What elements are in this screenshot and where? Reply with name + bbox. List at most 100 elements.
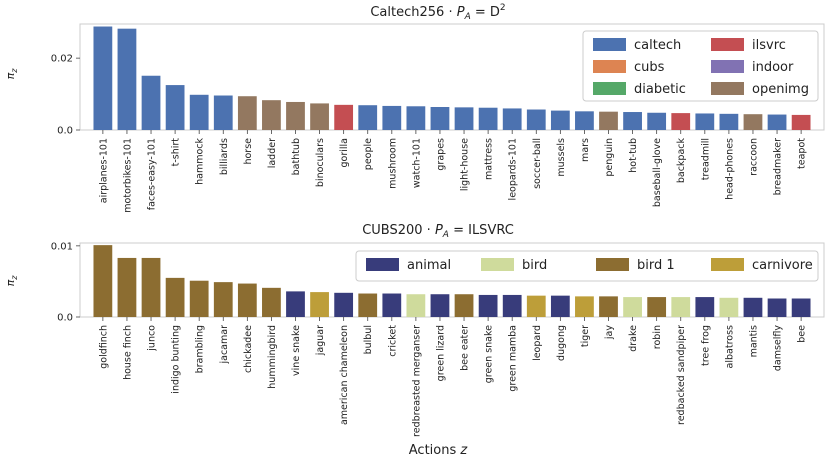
x-tick-label: robin: [652, 325, 663, 349]
bar: [599, 296, 618, 317]
bar: [526, 109, 546, 130]
y-tick-label: 0.0: [57, 313, 73, 324]
bar: [141, 75, 161, 130]
legend-label: animal: [407, 258, 451, 273]
x-tick-label: breadmaker: [773, 138, 784, 196]
x-tick-label: tree frog: [700, 325, 711, 366]
bar: [719, 113, 739, 130]
bar: [262, 287, 281, 317]
legend-label: bird: [522, 258, 547, 273]
bar: [647, 112, 667, 130]
bar: [430, 107, 450, 130]
x-tick-label: bee eater: [460, 325, 471, 371]
bar: [117, 28, 137, 131]
bar: [93, 245, 113, 317]
bar: [430, 294, 450, 317]
x-tick-label: green snake: [484, 325, 495, 383]
x-tick-label: faces-easy-101: [147, 138, 158, 210]
bar: [695, 113, 715, 130]
y-tick-label: 0.01: [51, 241, 73, 252]
bar: [310, 103, 329, 130]
bar: [599, 111, 618, 130]
bar: [526, 295, 546, 317]
x-tick-label: mussels: [556, 138, 567, 177]
legend-swatch: [596, 258, 629, 271]
bar: [213, 95, 233, 130]
bar: [791, 114, 811, 130]
x-tick-label: mattress: [484, 138, 495, 180]
x-tick-label: brambling: [195, 325, 206, 373]
x-tick-label: penguin: [604, 138, 615, 177]
x-tick-label: redbacked sandpiper: [676, 325, 687, 425]
bar: [382, 105, 402, 130]
x-tick-label: green lizard: [435, 325, 446, 381]
bar: [262, 100, 281, 130]
x-tick-label: horse: [243, 138, 254, 165]
bar: [791, 298, 811, 317]
legend-box: [355, 250, 819, 282]
legend-label: indoor: [752, 60, 794, 75]
plot-frame: [79, 23, 825, 131]
x-tick-label: motorbikes-101: [122, 138, 133, 213]
x-tick-label: grapes: [435, 138, 446, 171]
bar: [478, 294, 498, 317]
bar: [141, 257, 161, 317]
bar: [550, 295, 570, 317]
x-tick-label: airplanes-101: [98, 138, 109, 203]
bar: [454, 294, 474, 317]
bar: [165, 85, 185, 130]
x-tick-label: mushroom: [387, 138, 398, 189]
bar: [286, 291, 305, 317]
bar: [767, 298, 787, 317]
bar: [502, 294, 522, 317]
x-axis-label: Actions z: [409, 443, 469, 458]
x-tick-label: vine snake: [291, 325, 302, 376]
x-tick-label: house finch: [122, 325, 133, 380]
legend-swatch: [711, 60, 744, 73]
bar: [575, 111, 594, 130]
bar: [671, 297, 691, 317]
x-tick-label: leopard: [532, 325, 543, 361]
x-tick-label: mantis: [748, 325, 759, 357]
bar: [165, 277, 185, 317]
x-tick-label: t-shirt: [171, 138, 182, 167]
bar: [382, 293, 402, 317]
bar: [334, 292, 354, 317]
bar: [647, 297, 667, 317]
x-tick-label: soccer-ball: [532, 138, 543, 189]
x-tick-label: hummingbird: [267, 325, 278, 389]
x-tick-label: billiards: [219, 138, 230, 175]
bar: [358, 105, 378, 130]
legend-swatch: [593, 82, 626, 95]
bar: [237, 283, 257, 317]
x-tick-label: damselfly: [773, 325, 784, 372]
x-tick-label: backpack: [676, 138, 687, 184]
x-tick-label: dugong: [556, 325, 567, 361]
x-tick-label: jay: [604, 325, 615, 340]
bar: [237, 96, 257, 130]
x-tick-label: hot-tub: [628, 138, 639, 173]
legend: caltech ilsvrc cubs indoor diabetic openimg: [582, 30, 819, 102]
x-tick-label: drake: [628, 325, 639, 352]
bar: [189, 280, 209, 317]
bar: [406, 294, 426, 317]
legend-swatch: [711, 258, 744, 271]
x-tick-label: baseball-glove: [652, 138, 663, 207]
x-tick-label: raccoon: [748, 138, 759, 176]
x-tick-label: tiger: [580, 325, 591, 347]
legend-swatch: [593, 60, 626, 73]
bar: [334, 104, 354, 130]
x-tick-label: bee: [797, 325, 808, 343]
x-tick-label: american chameleon: [339, 325, 350, 425]
bar: [743, 297, 763, 317]
chart-cubs200: CUBS200 · PA = ILSVRC πz 0.0 0.01 goldfin…: [4, 223, 825, 437]
x-tick-label: jacamar: [219, 325, 230, 365]
bar: [117, 257, 137, 317]
bar: [719, 297, 739, 317]
x-tick-label: gorilla: [339, 138, 350, 168]
bar: [358, 293, 378, 317]
bar: [623, 297, 642, 317]
bar: [575, 296, 594, 317]
legend-swatch: [711, 82, 744, 95]
